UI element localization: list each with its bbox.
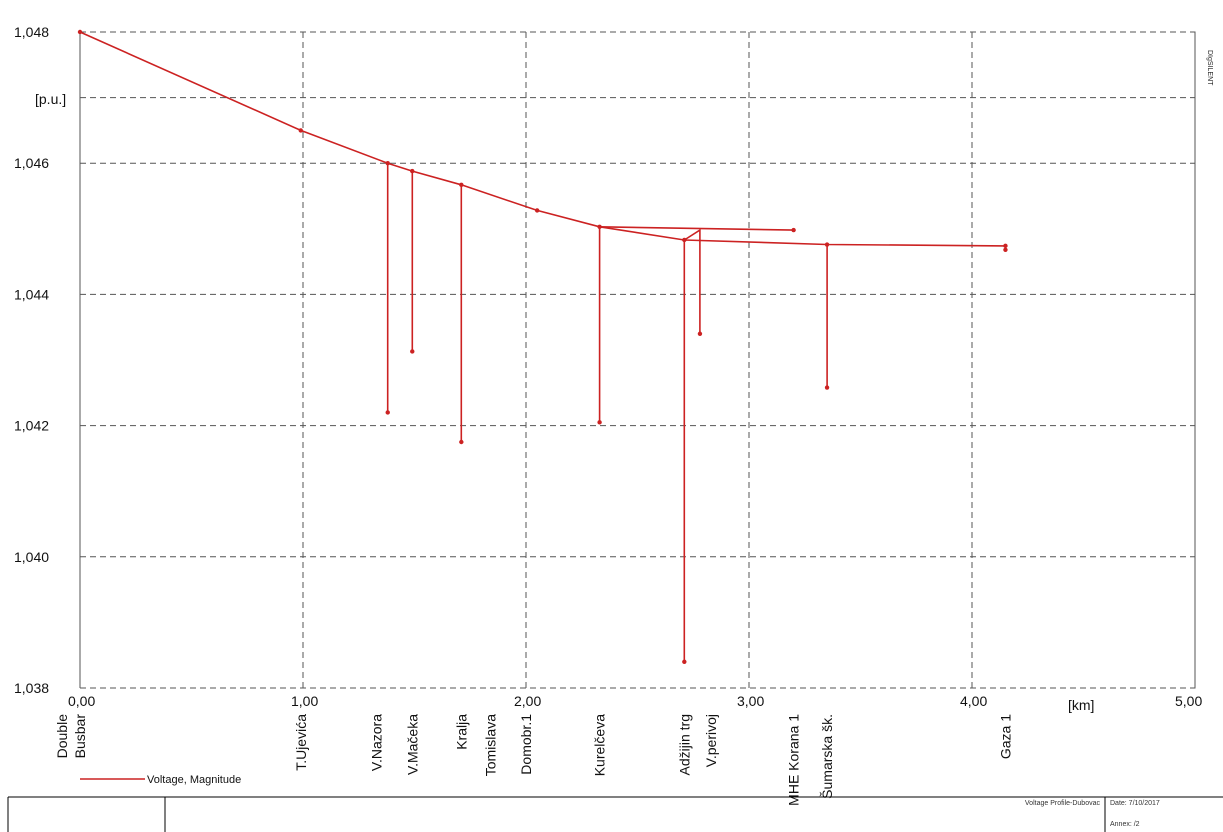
y-tick-label: 1,040 (14, 549, 49, 565)
station-label: Double (54, 714, 70, 759)
branch-end-point (682, 659, 687, 664)
x-axis-unit: [km] (1068, 697, 1094, 713)
plot-frame (79, 31, 1196, 689)
data-point (410, 168, 415, 174)
data-point (534, 208, 540, 213)
station-label: Kralja (453, 714, 469, 750)
station-labels: Double Busbar T.Ujevića V.Nazora V.Mačeka Kra… (54, 714, 1013, 806)
branch-end-point (597, 420, 602, 425)
branch-end-point (697, 331, 703, 336)
station-label: Kurelčeva (592, 714, 608, 776)
y-tick-label: 1,044 (14, 286, 49, 302)
series-main-line (79, 31, 1006, 247)
y-tick-label: 1,042 (14, 418, 49, 434)
station-label: Tomislava (482, 714, 498, 776)
data-series (77, 29, 1008, 664)
x-tick-label: 2,00 (514, 693, 541, 709)
station-label: V.perivoj (703, 714, 719, 767)
axis-ticks: 0,00 1,00 2,00 3,00 4,00 5,00 1,038 1,040 1,042 1… (14, 24, 1202, 709)
station-label: Gaza 1 (997, 714, 1013, 759)
station-label: V.Mačeka (404, 714, 420, 775)
x-tick-label: 4,00 (960, 693, 987, 709)
x-tick-label: 5,00 (1175, 693, 1202, 709)
legend: Voltage, Magnitude (80, 774, 241, 786)
station-label: Busbar (72, 714, 88, 759)
data-point (1003, 243, 1008, 249)
station-label: MHE Korana 1 (786, 714, 802, 806)
watermark: DIgSILENT (1206, 50, 1213, 86)
station-label: Šumarska šk. (819, 714, 835, 799)
data-point (298, 128, 303, 133)
y-tick-label: 1,048 (14, 24, 49, 40)
x-tick-label: 3,00 (737, 693, 764, 709)
footer-title: Voltage Profile-Dubovac (1025, 800, 1101, 807)
series-branch-line (599, 226, 794, 231)
y-axis-unit: [p.u.] (35, 91, 66, 107)
series-branch-line (683, 228, 701, 334)
station-label: V.Nazora (369, 714, 385, 771)
branch-end-point (1003, 247, 1008, 252)
x-tick-label: 0,00 (68, 693, 95, 709)
branch-end-point (791, 227, 796, 233)
x-tick-label: 1,00 (291, 693, 318, 709)
station-label: T.Ujevića (293, 714, 309, 771)
station-label: Domobr.1 (518, 714, 534, 775)
branch-end-point (824, 385, 830, 390)
footer: Voltage Profile-Dubovac Date: 7/10/2017 … (7, 796, 1223, 832)
footer-date: Date: 7/10/2017 (1110, 800, 1160, 807)
legend-label: Voltage, Magnitude (147, 774, 241, 786)
footer-annex: Annex: /2 (1110, 821, 1140, 828)
station-label: Adžijin trg (676, 714, 692, 775)
y-tick-label: 1,046 (14, 155, 49, 171)
branch-end-point (459, 439, 464, 445)
branch-end-point (410, 349, 415, 354)
y-tick-label: 1,038 (14, 680, 49, 696)
grid (79, 31, 1196, 689)
branch-end-point (385, 410, 390, 415)
data-point (77, 29, 83, 35)
